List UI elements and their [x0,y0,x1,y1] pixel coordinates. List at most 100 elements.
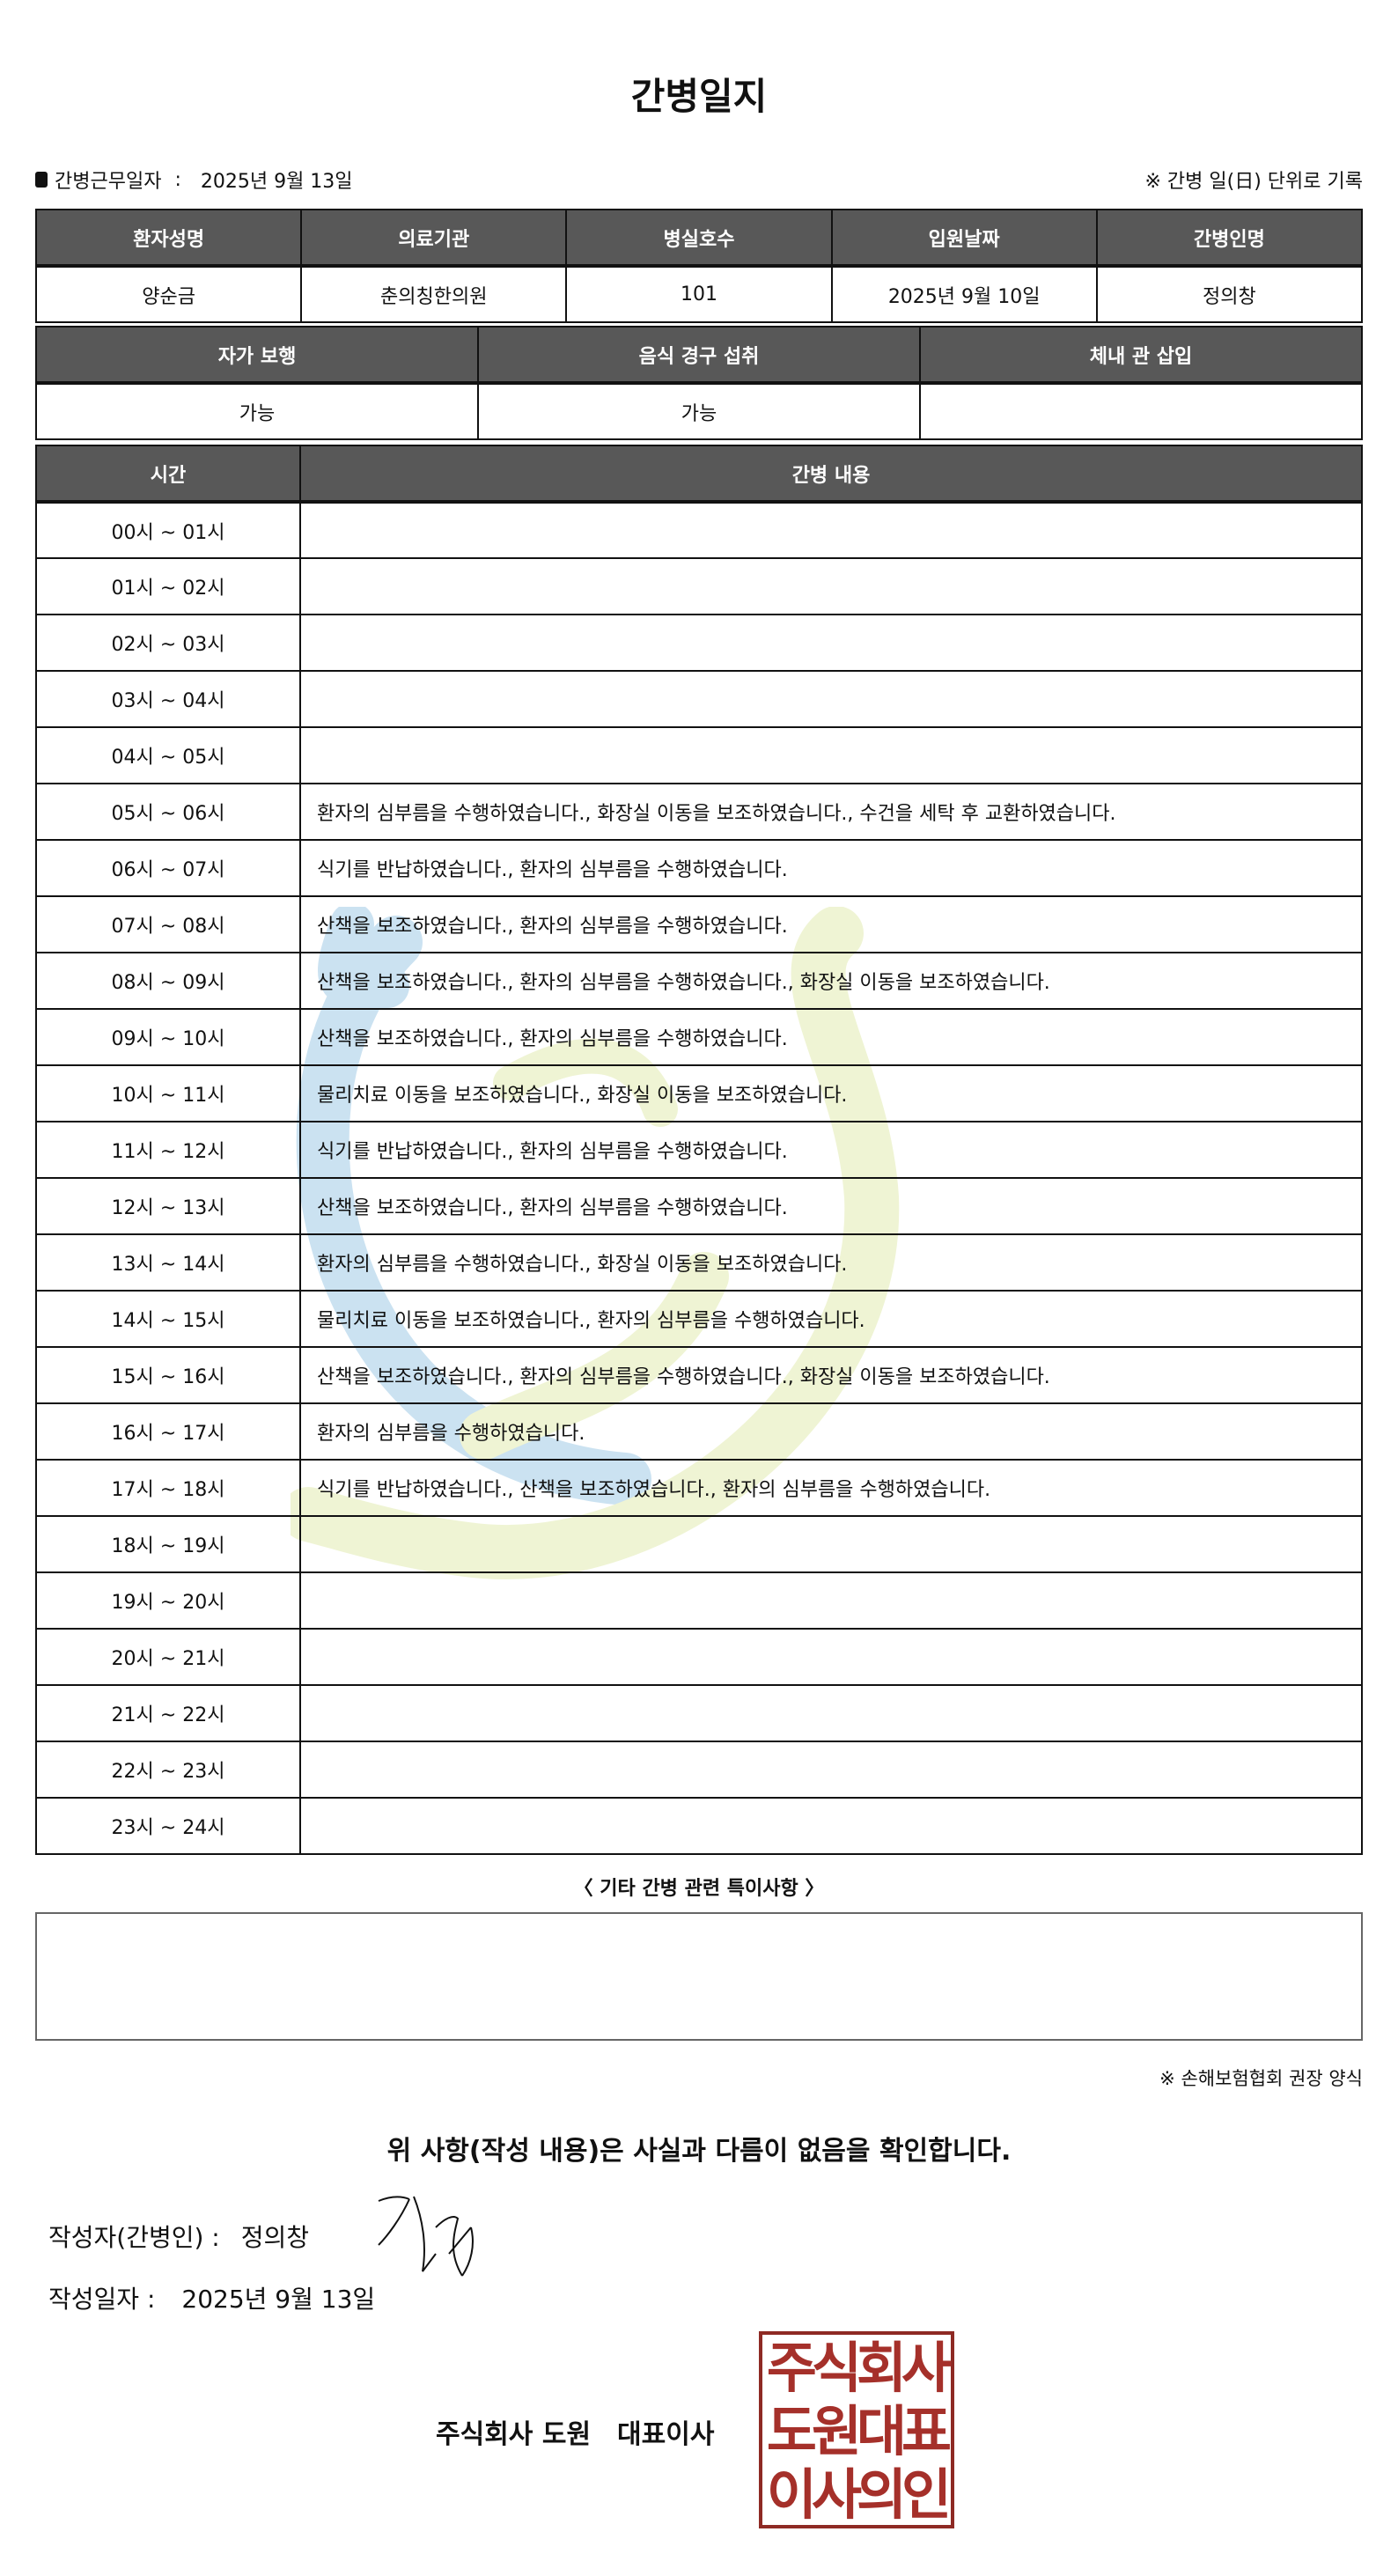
time-slot: 08시 ~ 09시 [35,952,301,1010]
care-content: 환자의 심부름을 수행하였습니다., 화장실 이동을 보조하였습니다., 수건을… [299,783,1363,841]
time-slot: 02시 ~ 03시 [35,614,301,672]
table-row: 02시 ~ 03시 [35,614,1363,672]
notes-box [35,1912,1363,2041]
work-date-label: 간병근무일자 [55,171,162,193]
time-slot: 17시 ~ 18시 [35,1459,301,1517]
patient-table: 환자성명 의료기관 병실호수 입원날짜 간병인명 양순금 춘의칭한의원 101 2025년 9… [34,209,1364,323]
care-content [299,1628,1363,1686]
header: 음식 경구 섭취 [477,326,921,385]
time-slot: 01시 ~ 02시 [35,557,301,615]
time-slot: 07시 ~ 08시 [35,895,301,953]
care-content [299,1684,1363,1742]
time-slot: 23시 ~ 24시 [35,1797,301,1855]
care-content [299,1741,1363,1799]
admission-date: 2025년 9월 10일 [830,265,1098,323]
time-slot: 18시 ~ 19시 [35,1515,301,1573]
care-content: 식기를 반납하였습니다., 산책을 보조하였습니다., 환자의 심부름을 수행하… [299,1459,1363,1517]
table-row: 04시 ~ 05시 [35,726,1363,784]
table-row: 08시 ~ 09시 산책을 보조하였습니다., 환자의 심부름을 수행하였습니다.… [35,952,1363,1010]
table-row: 21시 ~ 22시 [35,1684,1363,1742]
table-row: 20시 ~ 21시 [35,1628,1363,1686]
table-row: 15시 ~ 16시 산책을 보조하였습니다., 환자의 심부름을 수행하였습니다.… [35,1346,1363,1404]
header: 입원날짜 [830,209,1098,268]
table-row: 09시 ~ 10시 산책을 보조하였습니다., 환자의 심부름을 수행하였습니다. [35,1008,1363,1066]
header: 환자성명 [34,209,303,268]
notes-label: 〈 기타 간병 관련 특이사항 〉 [573,1878,825,1900]
care-content: 식기를 반납하였습니다., 환자의 심부름을 수행하였습니다. [299,839,1363,897]
company: 주식회사 도원 대표이사 [436,2412,714,2451]
table-row: 11시 ~ 12시 식기를 반납하였습니다., 환자의 심부름을 수행하였습니다. [35,1121,1363,1179]
time-slot: 15시 ~ 16시 [35,1346,301,1404]
table-row: 10시 ~ 11시 물리치료 이동을 보조하였습니다., 화장실 이동을 보조하였… [35,1064,1363,1122]
care-content: 환자의 심부름을 수행하였습니다., 화장실 이동을 보조하였습니다. [299,1233,1363,1292]
care-content [299,726,1363,784]
care-content [299,614,1363,672]
header: 자가 보행 [35,326,479,385]
time-slot: 12시 ~ 13시 [35,1177,301,1235]
patient-name: 양순금 [34,265,303,323]
time-slot: 19시 ~ 20시 [35,1571,301,1630]
care-content [299,557,1363,615]
company-seal: 주식회사 도원대표 이사의인 [759,2331,954,2528]
care-content [299,1797,1363,1855]
time-slot: 03시 ~ 04시 [35,670,301,728]
header: 간병인명 [1095,209,1364,268]
page-title: 간병일지 [630,75,768,118]
written-date-label: 작성일자 : [48,2285,156,2314]
table-row: 18시 ~ 19시 [35,1515,1363,1573]
signature [378,2196,474,2277]
table-row: 03시 ~ 04시 [35,670,1363,728]
square-bullet-icon [35,172,48,188]
care-content: 식기를 반납하였습니다., 환자의 심부름을 수행하였습니다. [299,1121,1363,1179]
time-slot: 05시 ~ 06시 [35,783,301,841]
written-date: 작성일자 : 2025년 9월 13일 [48,2280,375,2315]
time-slot: 11시 ~ 12시 [35,1121,301,1179]
care-content: 산책을 보조하였습니다., 환자의 심부름을 수행하였습니다. [299,1177,1363,1235]
header: 의료기관 [300,209,568,268]
company-name: 주식회사 도원 [436,2419,592,2450]
recommended-form-note: ※ 손해보험협회 권장 양식 [1159,2068,1363,2089]
care-content [299,670,1363,728]
care-content: 산책을 보조하였습니다., 환자의 심부름을 수행하였습니다. [299,895,1363,953]
care-content [299,1515,1363,1573]
table-row: 22시 ~ 23시 [35,1741,1363,1799]
header: 체내 관 삽입 [919,326,1363,385]
representative-title: 대표이사 [617,2419,715,2450]
written-date-value: 2025년 9월 13일 [181,2285,376,2314]
time-slot: 09시 ~ 10시 [35,1008,301,1066]
table-row: 06시 ~ 07시 식기를 반납하였습니다., 환자의 심부름을 수행하였습니다. [35,839,1363,897]
oral-intake-status: 가능 [477,382,921,440]
colon: : [168,168,194,191]
header: 간병 내용 [299,445,1363,504]
table-row: 12시 ~ 13시 산책을 보조하였습니다., 환자의 심부름을 수행하였습니다. [35,1177,1363,1235]
status-table: 자가 보행 음식 경구 섭취 체내 관 삽입 가능 가능 [35,326,1363,440]
care-content: 산책을 보조하였습니다., 환자의 심부름을 수행하였습니다. [299,1008,1363,1066]
work-date-value: 2025년 9월 13일 [200,171,353,193]
table-row: 07시 ~ 08시 산책을 보조하였습니다., 환자의 심부름을 수행하였습니다. [35,895,1363,953]
walking-status: 가능 [35,382,479,440]
work-date: 간병근무일자 : 2025년 9월 13일 [35,166,353,194]
seal-line: 주식회사 [766,2336,952,2400]
care-log-table: 시간 간병 내용 00시 ~ 01시 01시 ~ 02시 02시 ~ 03시 03시 ~… [35,445,1363,1855]
care-content: 물리치료 이동을 보조하였습니다., 화장실 이동을 보조하였습니다. [299,1064,1363,1122]
table-row: 17시 ~ 18시 식기를 반납하였습니다., 산책을 보조하였습니다., 환자의… [35,1459,1363,1517]
seal-line: 이사의인 [766,2462,952,2527]
time-slot: 22시 ~ 23시 [35,1741,301,1799]
seal-line: 도원대표 [766,2399,952,2463]
table-row: 19시 ~ 20시 [35,1571,1363,1630]
table-row: 13시 ~ 14시 환자의 심부름을 수행하였습니다., 화장실 이동을 보조하였… [35,1233,1363,1292]
table-row: 16시 ~ 17시 환자의 심부름을 수행하였습니다. [35,1402,1363,1461]
time-slot: 00시 ~ 01시 [35,501,301,559]
time-slot: 16시 ~ 17시 [35,1402,301,1461]
confirmation-statement: 위 사항(작성 내용)은 사실과 다름이 없음을 확인합니다. [386,2136,1012,2167]
time-slot: 04시 ~ 05시 [35,726,301,784]
time-slot: 10시 ~ 11시 [35,1064,301,1122]
room-number: 101 [565,265,833,323]
table-row: 01시 ~ 02시 [35,557,1363,615]
header: 병실호수 [565,209,833,268]
writer-label: 작성자(간병인) : [48,2223,220,2252]
care-content: 물리치료 이동을 보조하였습니다., 환자의 심부름을 수행하였습니다. [299,1290,1363,1348]
care-content [299,1571,1363,1630]
record-note: ※ 간병 일(日) 단위로 기록 [1144,171,1364,193]
time-slot: 20시 ~ 21시 [35,1628,301,1686]
